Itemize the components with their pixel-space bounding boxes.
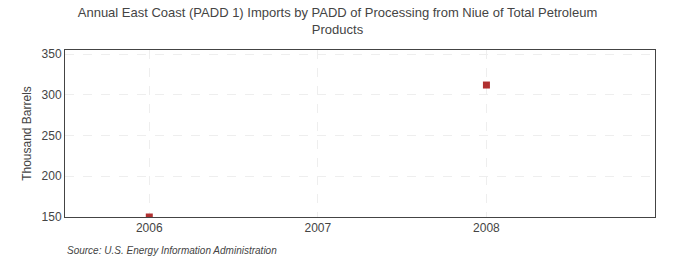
svg-text:350: 350 xyxy=(42,47,62,61)
svg-text:2007: 2007 xyxy=(305,221,332,235)
svg-text:Source: U.S. Energy Informatio: Source: U.S. Energy Information Administ… xyxy=(67,245,277,256)
svg-text:150: 150 xyxy=(42,210,62,224)
svg-text:Thousand Barrels: Thousand Barrels xyxy=(20,86,34,181)
svg-text:250: 250 xyxy=(42,129,62,143)
svg-text:2008: 2008 xyxy=(473,221,500,235)
svg-text:2006: 2006 xyxy=(136,221,163,235)
svg-text:200: 200 xyxy=(42,169,62,183)
svg-text:Annual East Coast (PADD 1) Imp: Annual East Coast (PADD 1) Imports by PA… xyxy=(78,5,598,37)
svg-text:300: 300 xyxy=(42,88,62,102)
